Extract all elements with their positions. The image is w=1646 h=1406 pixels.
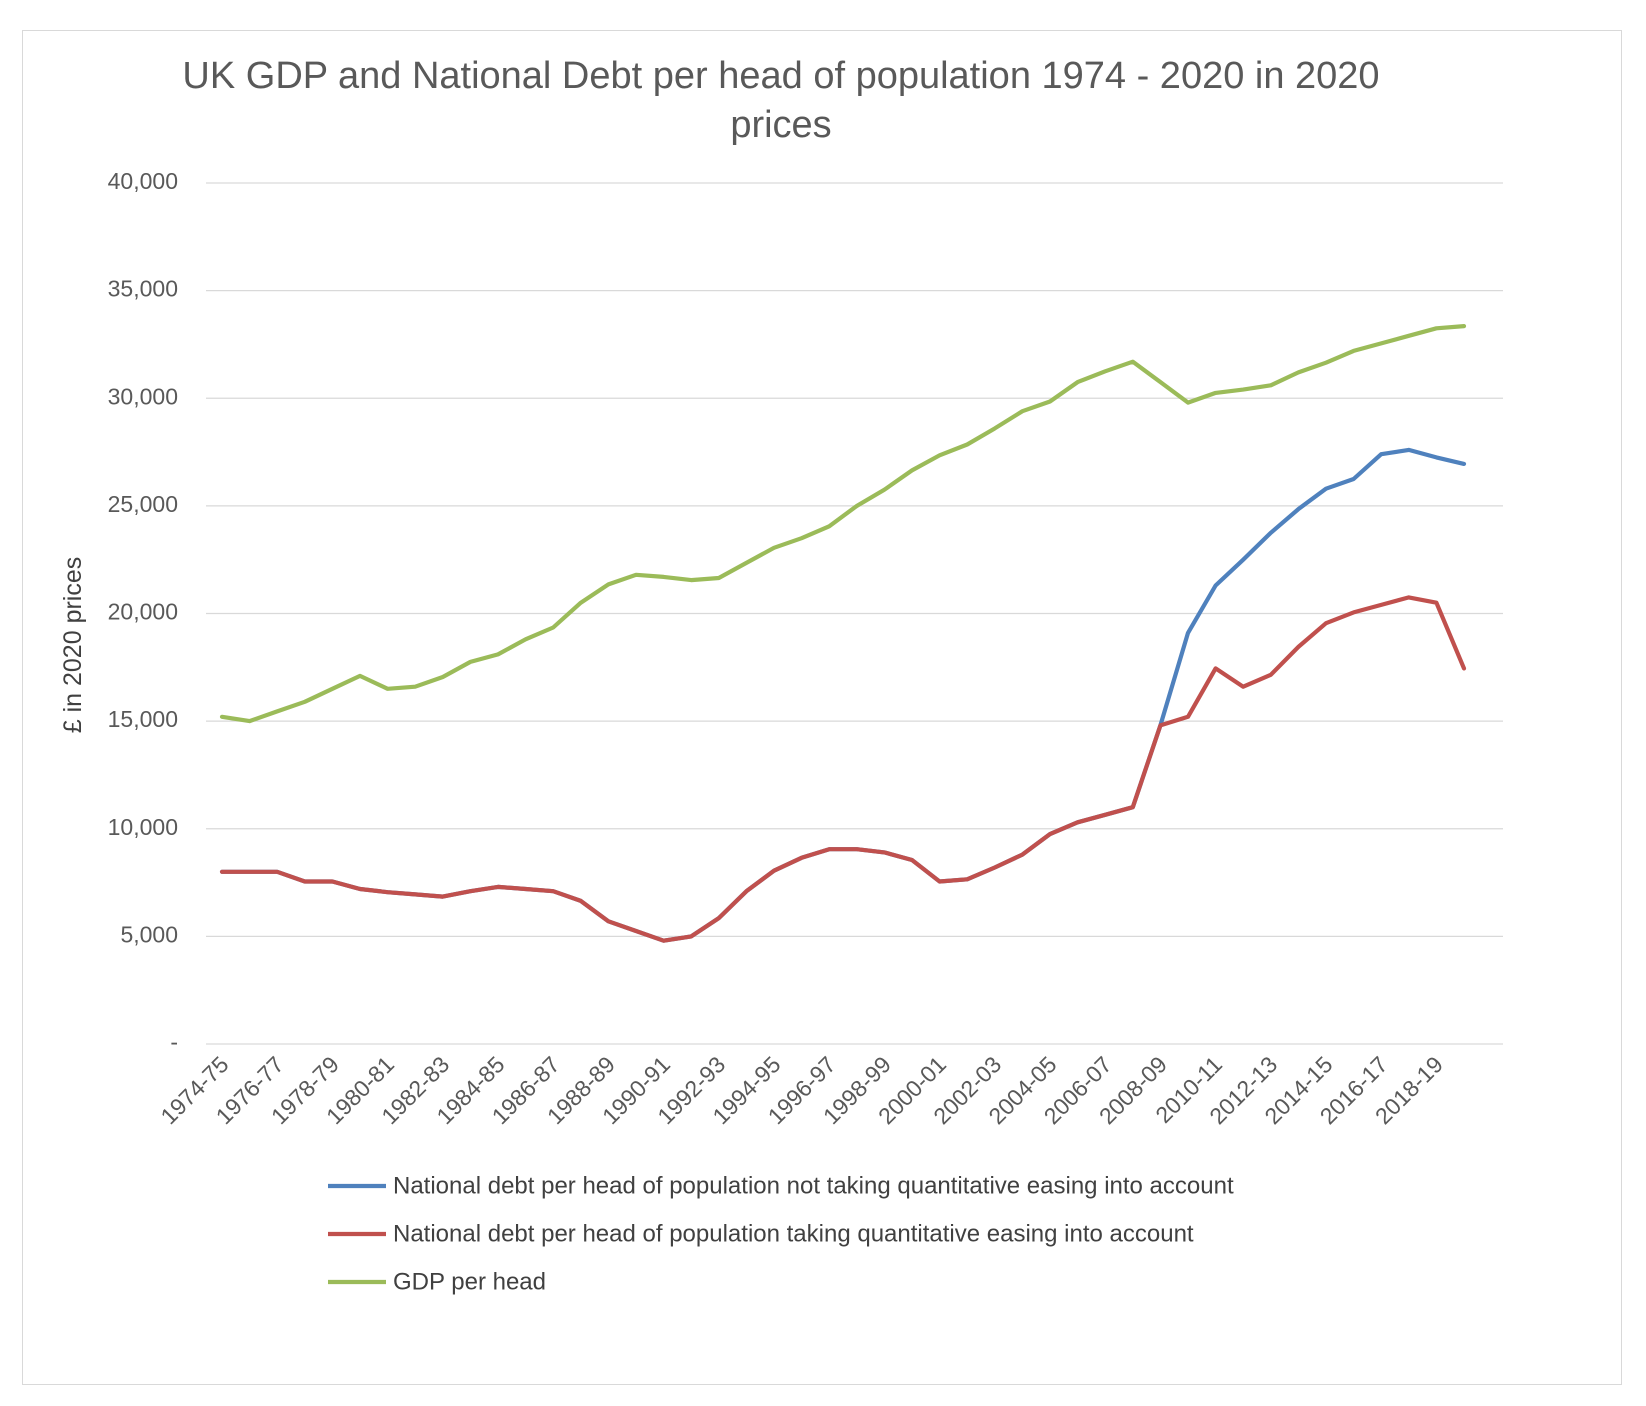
grid-layer — [206, 182, 1503, 1045]
y-tick-label: 30,000 — [108, 383, 178, 409]
series-line-3 — [219, 324, 1467, 724]
series-line-2 — [219, 595, 1467, 943]
y-tick-label: 40,000 — [108, 168, 178, 194]
chart-frame: UK GDP and National Debt per head of pop… — [22, 30, 1622, 1385]
legend-label-1: National debt per head of population not… — [393, 1172, 1234, 1199]
legend-label-2: National debt per head of population tak… — [393, 1220, 1194, 1247]
series-lines — [219, 324, 1467, 943]
y-tick-label: 5,000 — [120, 921, 178, 947]
y-tick-label: 35,000 — [108, 276, 178, 302]
y-tick-label: 25,000 — [108, 491, 178, 517]
y-tick-label: - — [170, 1029, 178, 1055]
y-axis-label: £ in 2020 prices — [59, 557, 87, 734]
y-tick-label: 15,000 — [108, 706, 178, 732]
legend: National debt per head of population not… — [328, 1172, 1234, 1295]
legend-label-3: GDP per head — [393, 1268, 546, 1295]
y-tick-labels: - 5,000 10,000 15,000 20,000 25,000 30,000 35,0… — [108, 168, 178, 1055]
y-tick-label: 20,000 — [108, 599, 178, 625]
y-tick-label: 10,000 — [108, 814, 178, 840]
chart-svg: UK GDP and National Debt per head of pop… — [59, 55, 1503, 1295]
series-line-1 — [219, 447, 1467, 943]
chart-title-line1: UK GDP and National Debt per head of pop… — [182, 55, 1379, 97]
chart-title-line2: prices — [730, 104, 831, 146]
x-tick-labels: 1974-751976-771978-791980-811982-831984-… — [155, 1051, 1447, 1129]
